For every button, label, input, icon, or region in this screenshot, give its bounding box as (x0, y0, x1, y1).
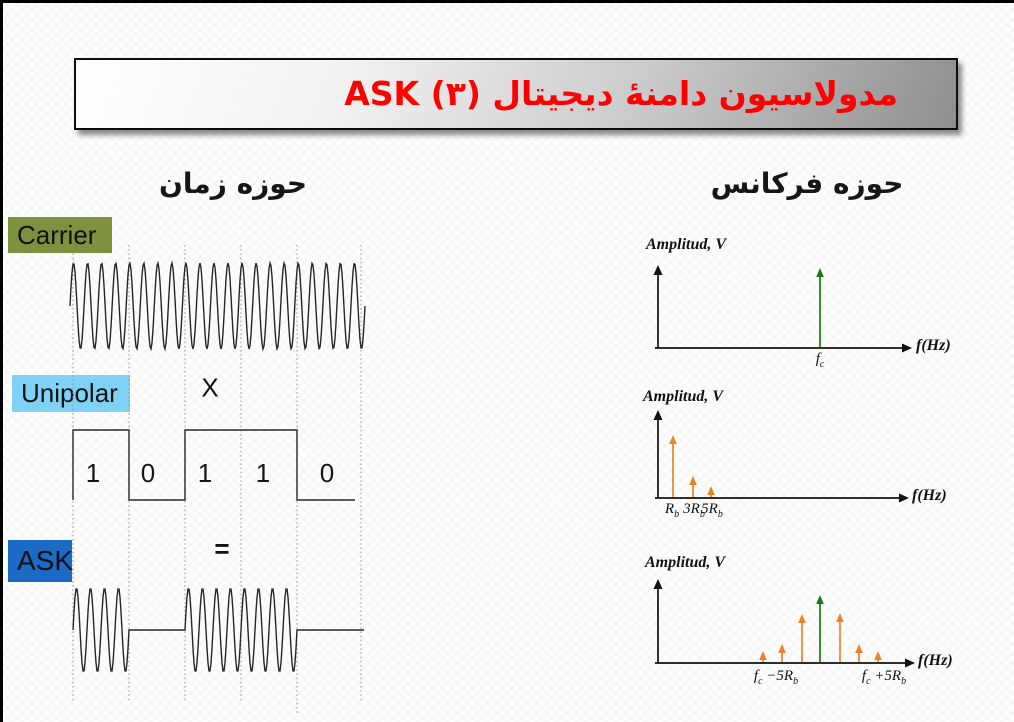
ask-spectrum-spike-arrow (874, 651, 882, 660)
top-border (0, 0, 1014, 3)
ask-spectrum-spike-arrow (759, 651, 767, 660)
ask-spectrum-y-axis-arrow (653, 579, 663, 589)
left-border (0, 0, 3, 722)
ask-spectrum-spike-arrow (836, 613, 844, 622)
page-title: مدولاسیون دامنهٔ دیجیتال ASK (۳) (344, 74, 898, 113)
ask-modulated-wave (72, 588, 364, 672)
ask-spectrum-x-axis-arrow (905, 658, 915, 668)
unipolar-spectrum-y-axis-arrow (653, 410, 663, 420)
time-domain-header: حوزه زمان (159, 167, 307, 200)
frequency-axis-label-3: f(Hz) (918, 652, 953, 669)
unipolar-spectrum-spike-arrow (689, 476, 697, 485)
ask-spectrum-spike-arrow (855, 644, 863, 653)
frequency-domain-header: حوزه فرکانس (710, 167, 904, 200)
amplitude-axis-label-1: Amplitud, V (646, 236, 727, 253)
multiply-operator: X (201, 372, 219, 403)
amplitude-axis-label-2: Amplitud, V (643, 388, 724, 405)
frequency-domain-plot (653, 265, 915, 668)
carrier-spectrum-tick-label: fc (815, 351, 825, 370)
unipolar-spectrum-spike-arrow (669, 435, 677, 444)
ask-spectrum-spike-arrow (778, 644, 786, 653)
unipolar-square-wave (72, 429, 355, 501)
unipolar-spectrum-tick-label: Rb (664, 501, 680, 520)
time-domain-plot (69, 245, 366, 713)
bit-value-label: 1 (197, 458, 213, 488)
ask-spectrum-spike-arrow (798, 614, 806, 623)
amplitude-axis-label-3: Amplitud, V (645, 554, 726, 571)
ask-spectrum-tick-label: fc +5Rb (861, 668, 907, 687)
carrier-spectrum-x-axis-arrow (902, 343, 912, 353)
unipolar-spectrum-tick-label: 5Rb (701, 501, 723, 520)
unipolar-spectrum-x-axis-arrow (899, 493, 909, 503)
carrier-spectrum-y-axis-arrow (653, 265, 663, 275)
unipolar-spectrum-tick-label: 3Rb (683, 501, 705, 520)
frequency-axis-label-1: f(Hz) (916, 337, 951, 354)
equals-operator: = (214, 533, 230, 564)
ask-spectrum-tick-label: fc −5Rb (753, 668, 799, 687)
ask-spectrum-spike-arrow (816, 595, 824, 604)
bit-value-label: 1 (85, 458, 101, 488)
carrier-sine-wave (69, 260, 366, 352)
bit-value-label: 0 (319, 458, 335, 488)
ask-label: ASK (8, 540, 73, 582)
carrier-spectrum-spike-arrow (816, 268, 824, 277)
carrier-label: Carrier (8, 217, 112, 253)
bit-value-label: 1 (255, 458, 271, 488)
bit-value-label: 0 (140, 458, 156, 488)
unipolar-label: Unipolar (12, 375, 130, 412)
title-bar: مدولاسیون دامنهٔ دیجیتال ASK (۳) (74, 58, 958, 130)
frequency-axis-label-2: f(Hz) (912, 487, 947, 504)
unipolar-spectrum-spike-arrow (707, 486, 715, 495)
